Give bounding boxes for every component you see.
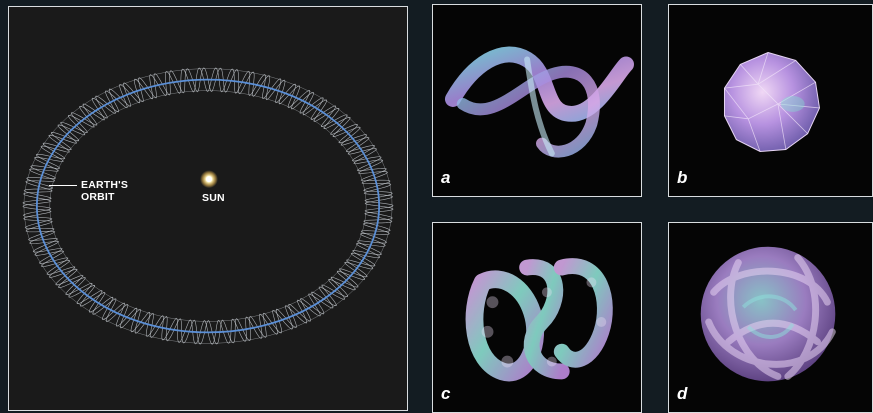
panel-letter: a: [441, 168, 451, 187]
panel-letter: c: [441, 384, 451, 403]
panel-c: c: [432, 222, 642, 413]
earth-label-line1: EARTH'S: [81, 179, 129, 191]
sun-label: SUN: [202, 192, 225, 204]
earth-orbit-path: [35, 78, 381, 334]
ribbon-knot-illustration: [444, 46, 634, 158]
orbit-illustration: [22, 67, 394, 345]
panel-letter: b: [677, 168, 688, 187]
faceted-sphere-illustration: [723, 51, 820, 152]
panel-a: a: [432, 4, 642, 197]
mesh-strand: [22, 67, 394, 345]
mesh-strand: [22, 67, 394, 345]
beaded-coil-illustration: [465, 258, 613, 382]
panel-letter: d: [677, 384, 688, 403]
orbit-diagram-panel: EARTH'S ORBIT SUN: [8, 6, 408, 411]
earth-label-line2: ORBIT: [81, 191, 115, 203]
earth-orbit-leader-line: [49, 185, 77, 186]
panel-d: d: [668, 222, 873, 413]
orbital-mesh-ring: [22, 67, 394, 345]
earth-orbit-label: EARTH'S ORBIT: [81, 179, 141, 203]
mesh-edge: [49, 90, 367, 322]
panel-b: b: [668, 4, 873, 197]
torus-knot-illustration: [700, 246, 836, 382]
mesh-edge: [23, 68, 393, 344]
